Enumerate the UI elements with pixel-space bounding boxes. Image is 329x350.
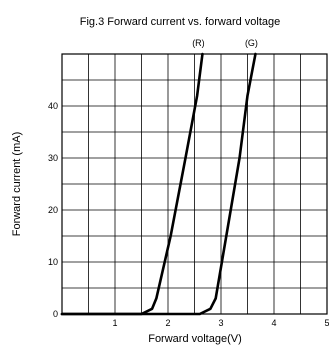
y-tick-label: 40	[48, 101, 58, 111]
chart-title: Fig.3 Forward current vs. forward voltag…	[80, 16, 281, 28]
y-tick-label: 20	[48, 205, 58, 215]
series-curves	[60, 52, 257, 316]
x-axis-label: Forward voltage(V)	[148, 333, 242, 345]
series-label: (R)	[192, 38, 205, 48]
y-tick-label: 0	[53, 309, 58, 319]
y-tick-label: 10	[48, 257, 58, 267]
x-tick-label: 3	[218, 318, 223, 328]
x-tick-label: 4	[271, 318, 276, 328]
series-line	[60, 52, 257, 316]
y-tick-label: 30	[48, 153, 58, 163]
series-labels: (R) (G)	[192, 38, 258, 48]
series-label: (G)	[245, 38, 258, 48]
x-tick-label: 5	[324, 318, 329, 328]
tick-labels: 1 2 3 4 5 0 10 20 30 40	[48, 101, 329, 328]
x-tick-label: 2	[165, 318, 170, 328]
y-axis-label: Forward current (mA)	[11, 132, 23, 237]
x-tick-label: 1	[112, 318, 117, 328]
grid	[62, 54, 327, 314]
